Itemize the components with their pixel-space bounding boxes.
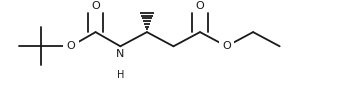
Text: O: O bbox=[196, 1, 204, 11]
Text: N: N bbox=[116, 49, 125, 59]
Text: O: O bbox=[67, 41, 75, 51]
Text: H: H bbox=[117, 70, 124, 80]
Text: O: O bbox=[222, 41, 231, 51]
Text: O: O bbox=[91, 1, 100, 11]
